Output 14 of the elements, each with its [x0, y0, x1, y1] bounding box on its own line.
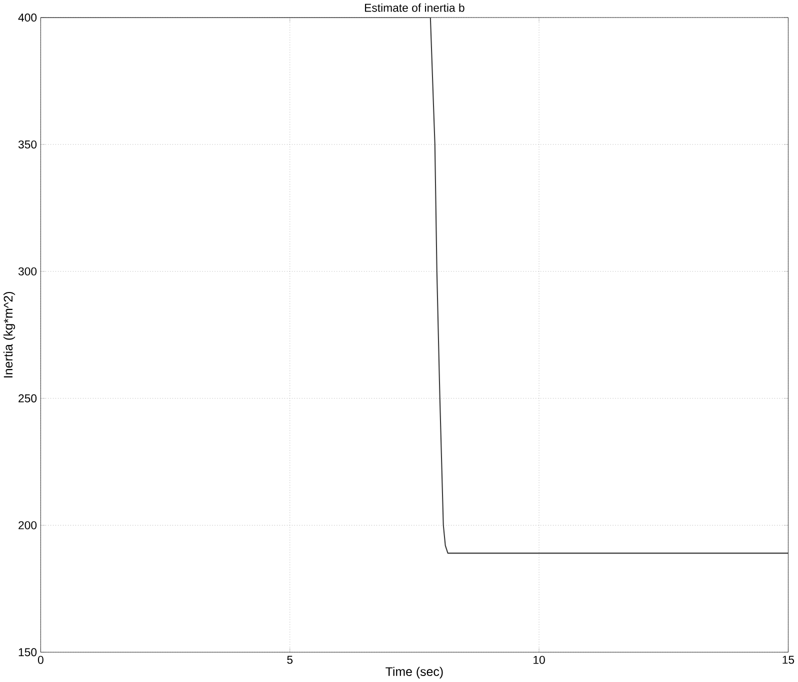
x-tick-label: 0	[38, 656, 44, 664]
x-tick-label: 5	[287, 656, 293, 664]
y-tick-label: 200	[18, 521, 37, 530]
y-axis-title: Inertia (kg*m^2)	[3, 292, 16, 378]
x-tick-label: 10	[534, 656, 545, 664]
y-tick-label: 350	[18, 140, 37, 149]
y-tick-label: 400	[18, 14, 37, 22]
x-tick-label: 15	[782, 656, 794, 664]
line-series	[40, 18, 788, 554]
y-tick-label: 300	[18, 267, 37, 276]
x-axis-title: Time (sec)	[386, 666, 443, 678]
y-tick-label: 150	[18, 648, 37, 656]
chart-title: Estimate of inertia b	[365, 3, 464, 12]
y-tick-label: 250	[18, 394, 37, 402]
